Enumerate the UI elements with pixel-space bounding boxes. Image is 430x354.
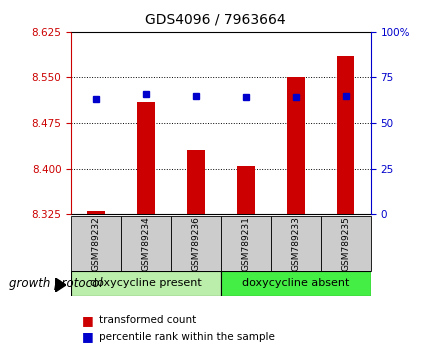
- Text: GSM789232: GSM789232: [91, 216, 100, 271]
- Bar: [121, 216, 171, 271]
- Text: GSM789234: GSM789234: [141, 216, 150, 271]
- Bar: [137, 102, 154, 214]
- Text: transformed count: transformed count: [99, 315, 196, 325]
- Bar: [220, 271, 370, 296]
- Text: doxycycline absent: doxycycline absent: [242, 278, 349, 288]
- Text: growth protocol: growth protocol: [9, 277, 102, 290]
- Polygon shape: [55, 278, 66, 292]
- Bar: [87, 211, 104, 214]
- Text: GSM789236: GSM789236: [191, 216, 200, 271]
- Text: ■: ■: [82, 331, 93, 343]
- Text: GSM789233: GSM789233: [291, 216, 300, 271]
- Text: GSM789235: GSM789235: [341, 216, 350, 271]
- Text: GSM789231: GSM789231: [241, 216, 250, 271]
- Bar: [286, 78, 304, 214]
- Bar: [220, 216, 270, 271]
- Bar: [237, 166, 254, 214]
- Bar: [270, 216, 320, 271]
- Bar: [187, 150, 204, 214]
- Bar: [171, 216, 220, 271]
- Text: doxycycline present: doxycycline present: [90, 278, 201, 288]
- Text: percentile rank within the sample: percentile rank within the sample: [99, 332, 274, 342]
- Bar: [320, 216, 370, 271]
- Text: GDS4096 / 7963664: GDS4096 / 7963664: [145, 12, 285, 27]
- Bar: [71, 271, 221, 296]
- Bar: [336, 56, 353, 214]
- Text: ■: ■: [82, 314, 93, 327]
- Bar: [71, 216, 121, 271]
